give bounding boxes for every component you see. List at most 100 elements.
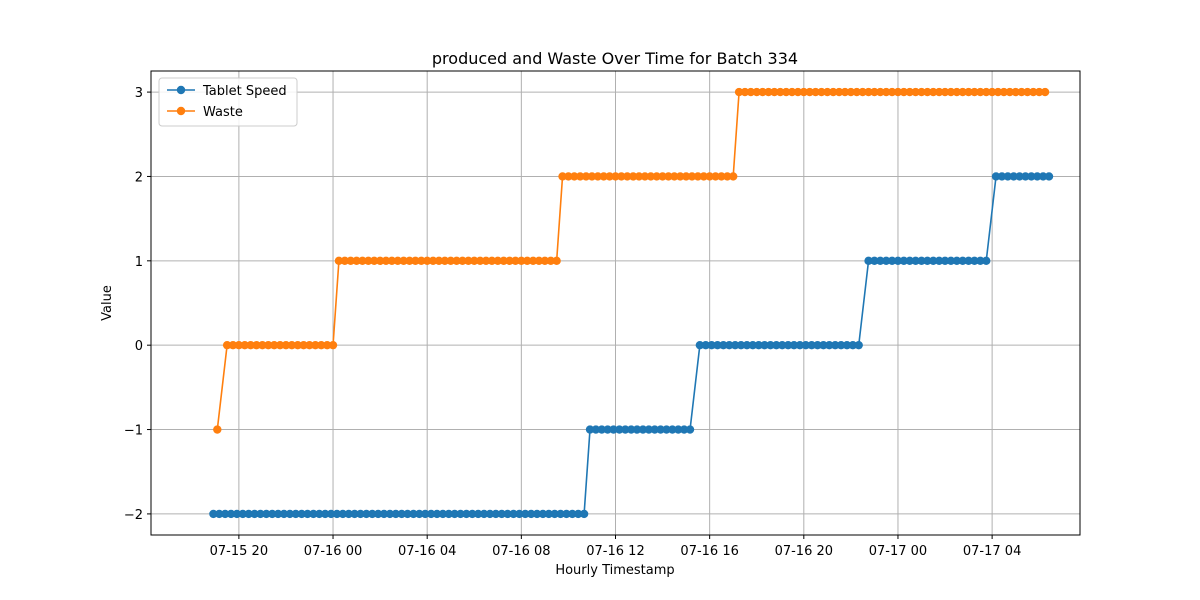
- data-point: [846, 87, 856, 97]
- data-point: [870, 256, 879, 266]
- data-point: [770, 87, 779, 97]
- data-point: [764, 87, 773, 97]
- data-point: [685, 425, 695, 434]
- data-point: [778, 340, 787, 350]
- data-point: [485, 509, 495, 519]
- data-point: [911, 87, 920, 97]
- data-point: [719, 340, 728, 350]
- data-point: [730, 340, 740, 350]
- data-point: [579, 509, 589, 519]
- x-tick-label: 07-17 04: [963, 544, 1021, 559]
- data-point: [293, 340, 302, 350]
- data-point: [356, 509, 365, 519]
- data-point: [723, 172, 732, 181]
- data-point: [982, 87, 991, 97]
- y-tick-label: −2: [124, 508, 143, 523]
- data-point: [1027, 172, 1036, 181]
- data-point: [409, 509, 418, 519]
- data-point: [464, 256, 473, 266]
- data-point: [550, 509, 559, 519]
- data-point: [311, 340, 320, 350]
- data-point: [379, 509, 389, 519]
- y-tick-label: 1: [135, 255, 143, 270]
- data-point: [882, 256, 891, 266]
- data-point: [444, 509, 453, 519]
- data-point: [593, 172, 603, 181]
- data-point: [544, 509, 554, 519]
- data-point: [787, 87, 797, 97]
- data-point: [952, 87, 962, 97]
- data-point: [415, 509, 424, 519]
- data-point: [422, 256, 432, 266]
- data-point: [562, 509, 571, 519]
- data-point: [258, 340, 267, 350]
- data-point: [650, 425, 659, 434]
- x-tick-label: 07-17 00: [869, 544, 927, 559]
- data-point: [717, 172, 726, 181]
- data-point: [538, 509, 548, 519]
- data-point: [493, 256, 503, 266]
- data-point: [840, 87, 850, 97]
- data-point: [905, 87, 914, 97]
- data-point: [426, 509, 436, 519]
- data-point: [893, 87, 903, 97]
- data-point: [468, 509, 477, 519]
- data-point: [1040, 87, 1050, 97]
- data-point: [713, 340, 722, 350]
- data-point: [887, 256, 897, 266]
- data-point: [634, 172, 644, 181]
- data-point: [481, 256, 491, 266]
- data-point: [1021, 172, 1030, 181]
- legend-swatch-marker: [176, 85, 186, 95]
- data-point: [1009, 172, 1018, 181]
- data-point: [1023, 87, 1032, 97]
- x-tick-label: 07-16 16: [680, 544, 738, 559]
- data-point: [421, 509, 430, 519]
- data-point: [705, 172, 714, 181]
- data-point: [570, 172, 579, 181]
- chart-title: produced and Waste Over Time for Batch 3…: [432, 49, 798, 68]
- series-waste: [213, 87, 1050, 434]
- data-point: [450, 509, 459, 519]
- data-point: [509, 509, 518, 519]
- data-point: [1005, 87, 1014, 97]
- data-point: [746, 87, 756, 97]
- data-point: [887, 87, 897, 97]
- data-point: [397, 509, 406, 519]
- x-tick-label: 07-16 00: [304, 544, 362, 559]
- data-point: [982, 256, 991, 266]
- data-point: [652, 172, 661, 181]
- data-point: [825, 340, 834, 350]
- data-point: [734, 87, 744, 97]
- data-point: [215, 509, 224, 519]
- data-point: [368, 509, 377, 519]
- data-point: [1029, 87, 1038, 97]
- data-point: [597, 425, 606, 434]
- data-point: [632, 425, 642, 434]
- data-point: [373, 509, 383, 519]
- data-point: [819, 340, 828, 350]
- data-point: [317, 340, 326, 350]
- y-tick-label: −1: [124, 424, 143, 439]
- data-point: [328, 340, 338, 350]
- data-point: [564, 172, 573, 181]
- legend: Tablet Speed Waste: [158, 77, 298, 127]
- data-point: [391, 509, 400, 519]
- data-point: [742, 340, 752, 350]
- data-point: [250, 509, 259, 519]
- data-point: [638, 425, 648, 434]
- data-point: [882, 87, 891, 97]
- data-point: [836, 340, 846, 350]
- data-point: [334, 256, 344, 266]
- x-tick-label: 07-16 20: [775, 544, 833, 559]
- data-point: [752, 87, 761, 97]
- data-point: [434, 256, 444, 266]
- data-point: [438, 509, 448, 519]
- data-point: [320, 509, 330, 519]
- data-point: [591, 425, 601, 434]
- data-point: [240, 340, 249, 350]
- data-point: [679, 425, 689, 434]
- data-point: [934, 256, 944, 266]
- data-point: [405, 256, 414, 266]
- data-point: [411, 256, 420, 266]
